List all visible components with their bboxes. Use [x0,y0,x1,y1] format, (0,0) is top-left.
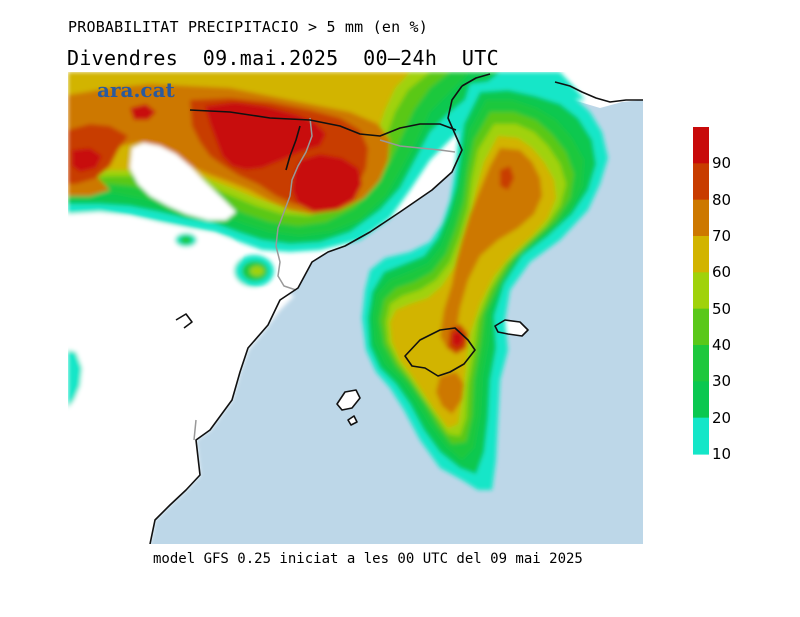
legend-colorbar [693,127,709,455]
legend-swatch-70 [693,199,709,237]
legend-swatch-80 [693,163,709,201]
aracat-logo: ara.cat [97,78,176,102]
legend-swatch-50 [693,272,709,310]
legend-swatch-90 [693,127,709,164]
legend-label: 50 [712,299,732,318]
legend-swatch-40 [693,308,709,346]
region-border [193,139,456,441]
coastlines [149,73,643,544]
legend-label: 40 [712,336,732,354]
legend-label: 30 [712,372,732,391]
legend-swatch-60 [693,236,709,273]
probability-contours [68,72,608,544]
map-title: PROBABILITAT PRECIPITACIO > 5 mm (en %) [68,18,428,36]
legend-label: 90 [712,154,732,173]
country-border [275,117,313,291]
legend-label: 70 [712,227,732,245]
legend-label: 80 [712,190,732,209]
legend-label: 60 [712,263,732,282]
legend-swatch-20 [693,381,709,419]
map-subtitle: Divendres 09.mai.2025 00–24h UTC [67,46,499,70]
legend-label: 20 [712,408,732,427]
legend-swatch-10 [693,417,709,455]
legend-swatch-30 [693,345,709,382]
model-info: model GFS 0.25 iniciat a les 00 UTC del … [153,551,583,567]
legend-label: 10 [712,445,732,463]
